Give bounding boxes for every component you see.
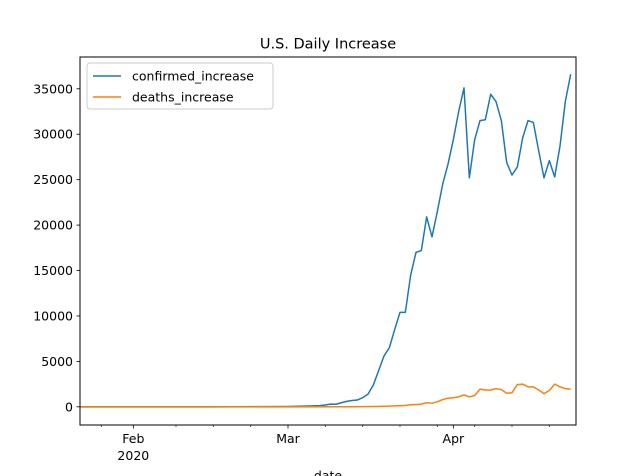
chart-title: U.S. Daily Increase: [260, 37, 396, 53]
legend-box: [86, 62, 274, 110]
y-tick-label: 30000: [33, 127, 73, 142]
y-tick-label: 20000: [33, 218, 73, 233]
legend-label: deaths_increase: [132, 90, 234, 105]
x-axis-label: date: [314, 468, 342, 476]
legend-label: confirmed_increase: [132, 69, 254, 84]
y-tick-label: 15000: [33, 263, 73, 278]
series-line-deaths_increase: [80, 383, 571, 408]
y-tick-label: 25000: [33, 172, 73, 187]
x-tick-label: Apr: [443, 431, 465, 446]
y-tick-label: 5000: [41, 354, 73, 369]
y-tick-label: 10000: [33, 308, 73, 323]
x-tick-label: Feb: [122, 431, 144, 446]
x-tick-sublabel: 2020: [117, 448, 149, 463]
y-tick-label: 0: [65, 399, 73, 414]
legend: confirmed_increase deaths_increase: [86, 62, 274, 110]
x-tick-label: Mar: [276, 431, 300, 446]
plot-frame: [79, 56, 577, 426]
y-axis: 0 5000 10000 15000 20000 25000 30000 35000: [33, 81, 80, 414]
series-line-confirmed_increase: [80, 74, 572, 408]
x-axis: Feb 2020 Mar Apr: [101, 425, 550, 463]
y-tick-label: 35000: [33, 81, 73, 96]
